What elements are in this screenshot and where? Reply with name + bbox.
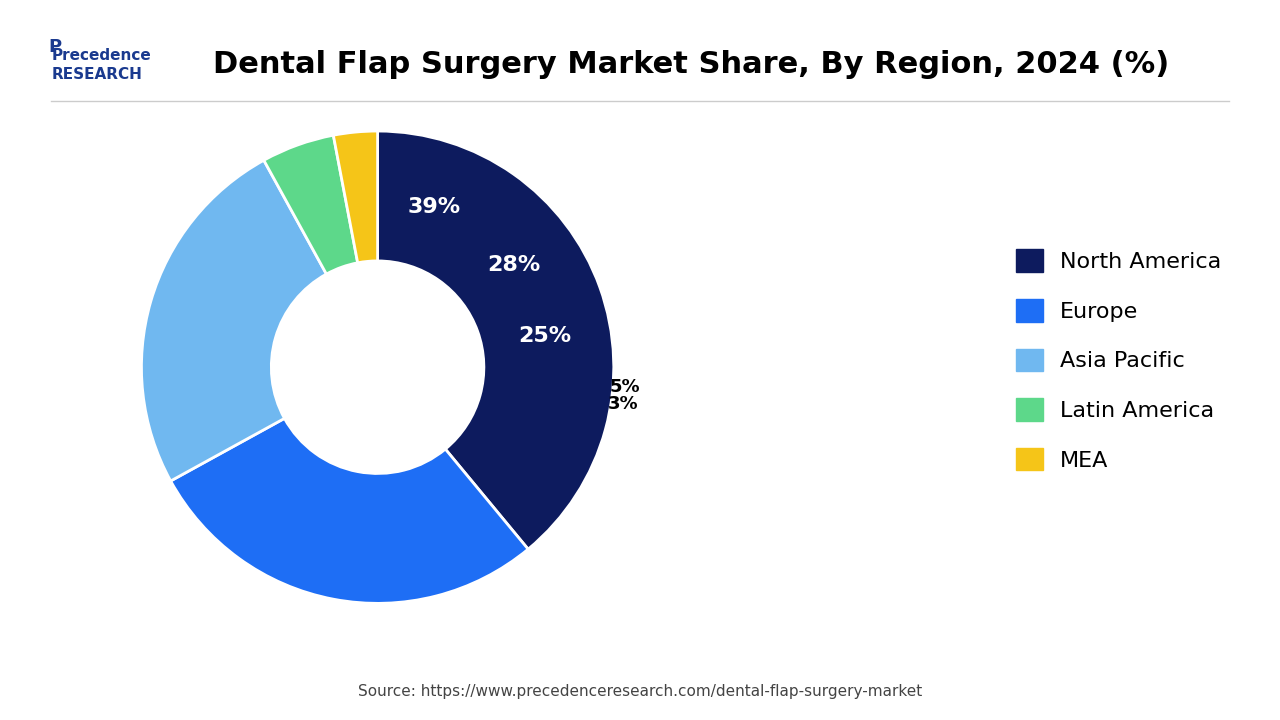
Text: Source: https://www.precedenceresearch.com/dental-flap-surgery-market: Source: https://www.precedenceresearch.c… <box>358 684 922 698</box>
Text: Dental Flap Surgery Market Share, By Region, 2024 (%): Dental Flap Surgery Market Share, By Reg… <box>212 50 1170 79</box>
Legend: North America, Europe, Asia Pacific, Latin America, MEA: North America, Europe, Asia Pacific, Lat… <box>1007 240 1230 480</box>
Text: 3%: 3% <box>608 395 639 413</box>
Text: 5%: 5% <box>609 378 640 396</box>
Wedge shape <box>378 131 613 549</box>
Wedge shape <box>170 418 529 603</box>
Text: 39%: 39% <box>408 197 461 217</box>
Wedge shape <box>333 131 378 263</box>
Text: 25%: 25% <box>518 326 571 346</box>
Text: 28%: 28% <box>486 255 540 275</box>
Wedge shape <box>264 135 357 274</box>
Text: P: P <box>49 37 61 55</box>
Text: Precedence
RESEARCH: Precedence RESEARCH <box>51 48 151 81</box>
Wedge shape <box>142 161 326 481</box>
